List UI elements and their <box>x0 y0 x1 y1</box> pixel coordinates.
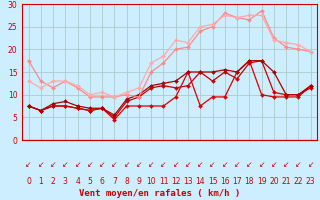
Text: ↙: ↙ <box>38 160 44 170</box>
Text: 9: 9 <box>137 178 141 186</box>
Text: ↙: ↙ <box>197 160 204 170</box>
Text: 2: 2 <box>51 178 55 186</box>
Text: ↙: ↙ <box>25 160 32 170</box>
Text: 10: 10 <box>146 178 156 186</box>
Text: ↙: ↙ <box>209 160 216 170</box>
Text: 14: 14 <box>196 178 205 186</box>
Text: ↙: ↙ <box>246 160 252 170</box>
Text: 4: 4 <box>75 178 80 186</box>
Text: ↙: ↙ <box>160 160 167 170</box>
Text: 6: 6 <box>100 178 105 186</box>
Text: 8: 8 <box>124 178 129 186</box>
Text: ↙: ↙ <box>50 160 56 170</box>
Text: ↙: ↙ <box>124 160 130 170</box>
Text: ↙: ↙ <box>136 160 142 170</box>
Text: ↙: ↙ <box>308 160 314 170</box>
Text: 19: 19 <box>257 178 267 186</box>
Text: 21: 21 <box>281 178 291 186</box>
Text: 13: 13 <box>183 178 193 186</box>
Text: ↙: ↙ <box>234 160 240 170</box>
Text: ↙: ↙ <box>172 160 179 170</box>
Text: ↙: ↙ <box>259 160 265 170</box>
Text: 15: 15 <box>208 178 217 186</box>
Text: 18: 18 <box>244 178 254 186</box>
Text: 7: 7 <box>112 178 117 186</box>
Text: ↙: ↙ <box>148 160 154 170</box>
Text: 1: 1 <box>38 178 43 186</box>
Text: ↙: ↙ <box>271 160 277 170</box>
Text: ↙: ↙ <box>185 160 191 170</box>
Text: ↙: ↙ <box>222 160 228 170</box>
Text: ↙: ↙ <box>111 160 117 170</box>
Text: ↙: ↙ <box>62 160 68 170</box>
Text: 5: 5 <box>87 178 92 186</box>
Text: ↙: ↙ <box>75 160 81 170</box>
Text: 23: 23 <box>306 178 316 186</box>
Text: 12: 12 <box>171 178 180 186</box>
Text: ↙: ↙ <box>99 160 105 170</box>
Text: ↙: ↙ <box>295 160 301 170</box>
Text: 16: 16 <box>220 178 230 186</box>
Text: 11: 11 <box>159 178 168 186</box>
Text: 3: 3 <box>63 178 68 186</box>
Text: 17: 17 <box>232 178 242 186</box>
Text: 22: 22 <box>294 178 303 186</box>
Text: 20: 20 <box>269 178 279 186</box>
Text: ↙: ↙ <box>283 160 289 170</box>
Text: Vent moyen/en rafales ( km/h ): Vent moyen/en rafales ( km/h ) <box>79 189 241 198</box>
Text: ↙: ↙ <box>87 160 93 170</box>
Text: 0: 0 <box>26 178 31 186</box>
